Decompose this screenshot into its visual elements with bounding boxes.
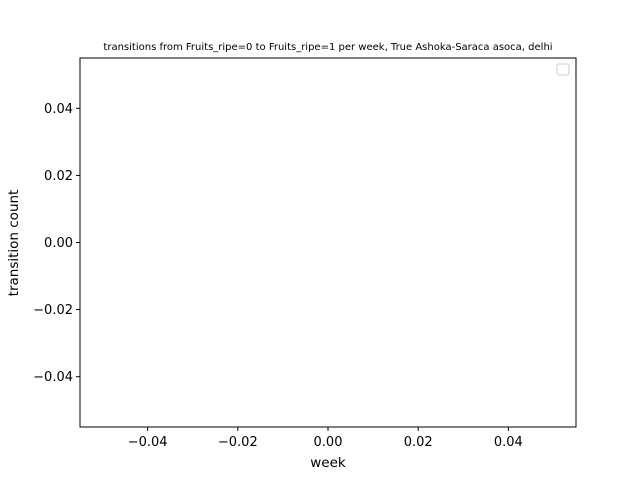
x-tick-label: 0.02 [404, 435, 433, 450]
x-tick-label: 0.04 [494, 435, 523, 450]
y-tick-label: −0.04 [33, 370, 73, 385]
y-axis-label: transition count [6, 190, 22, 297]
legend-box [556, 63, 570, 76]
y-axis: −0.04 −0.02 0.00 0.02 0.04 [33, 102, 80, 385]
x-tick-label: 0.00 [314, 435, 343, 450]
x-tick-label: −0.04 [128, 435, 168, 450]
x-axis-label: week [310, 455, 346, 471]
chart-title: transitions from Fruits_ripe=0 to Fruits… [103, 42, 552, 53]
y-tick-label: −0.02 [33, 303, 73, 318]
y-tick-label: 0.02 [44, 169, 73, 184]
x-tick-label: −0.02 [218, 435, 258, 450]
y-tick-label: 0.00 [44, 236, 73, 251]
plot-area [79, 57, 577, 428]
x-axis: −0.04 −0.02 0.00 0.02 0.04 [128, 427, 523, 450]
y-tick-label: 0.04 [44, 102, 73, 117]
